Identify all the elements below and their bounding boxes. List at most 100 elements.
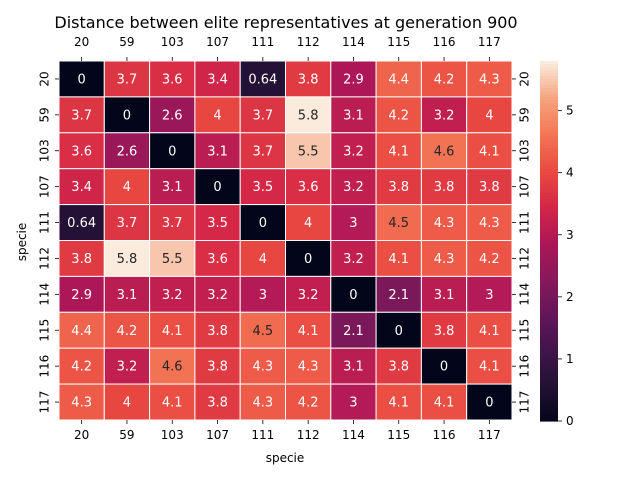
colorbar-gradient-step [540,169,558,173]
y-tick-label-right: 117 [518,391,532,414]
colorbar-gradient-step [540,334,558,338]
colorbar-tick-label: 1 [566,352,574,366]
cell-value-label: 4.1 [479,360,500,375]
cell-value-label: 4.2 [434,72,455,87]
colorbar-gradient-step [540,163,558,167]
x-tick-label-bottom: 107 [206,428,229,442]
heatmap-cell [420,383,468,421]
cell-value-label: 3 [259,288,267,303]
colorbar-gradient-step [540,127,558,131]
colorbar-gradient-step [540,271,558,275]
colorbar-gradient-step [540,400,558,404]
heatmap-cell [194,275,241,313]
colorbar-gradient-step [540,124,558,128]
cell-value-label: 3.1 [162,180,183,195]
x-tick-label-top: 107 [206,35,229,49]
y-tick-label-right: 20 [518,71,532,86]
cell-value-label: 0 [440,360,448,375]
colorbar-gradient-step [540,247,558,251]
heatmap-cell [420,275,468,313]
heatmap-cell [375,311,422,349]
colorbar-gradient-step [540,325,558,329]
y-tick-label-left: 111 [38,211,52,234]
cell-value-label: 0 [168,144,176,159]
colorbar-gradient-step [540,178,558,182]
heatmap-cell [58,275,105,313]
colorbar-gradient-step [540,79,558,83]
x-tick-label-bottom: 112 [297,428,320,442]
colorbar-gradient-step [540,265,558,269]
cell-value-label: 3.1 [434,288,455,303]
colorbar-gradient-step [540,196,558,200]
cell-value-label: 3 [485,288,493,303]
heatmap-cell [330,311,377,349]
heatmap-cell [194,240,241,277]
heatmap-cell [420,240,468,277]
y-tick-label-right: 103 [518,139,532,162]
colorbar-gradient-step [540,97,558,101]
cell-value-label: 4 [304,216,312,231]
cell-value-label: 4 [123,396,131,411]
heatmap-cell [375,204,422,242]
x-tick-label-bottom: 20 [74,428,89,442]
heatmap-cells [58,60,513,421]
colorbar-gradient-step [540,295,558,299]
colorbar-gradient-step [540,349,558,353]
y-tick-label-right: 114 [518,283,532,306]
x-tick-label-bottom: 114 [342,428,365,442]
colorbar-gradient-step [540,415,558,419]
cell-value-label: 4.3 [434,252,455,267]
cell-value-label: 3.6 [71,144,92,159]
colorbar-gradient-step [540,277,558,281]
cell-value-label: 3.6 [207,252,228,267]
x-tick-label-bottom: 103 [161,428,184,442]
cell-value-label: 0 [213,180,221,195]
colorbar-gradient-step [540,373,558,377]
colorbar-gradient-step [540,187,558,191]
cell-value-label: 5.8 [298,108,319,123]
colorbar-gradient-step [540,118,558,122]
colorbar-gradient-step [540,292,558,296]
colorbar-gradient-step [540,331,558,335]
x-tick-label-top: 20 [74,35,89,49]
cell-value-label: 5.5 [162,252,183,267]
heatmap-cell [330,275,377,313]
cell-value-label: 4.6 [162,360,183,375]
cell-value-label: 4.1 [162,324,183,339]
cell-value-label: 4 [213,108,221,123]
colorbar-gradient-step [540,253,558,257]
cell-value-label: 3.8 [207,396,228,411]
colorbar-gradient-step [540,91,558,95]
cell-value-label: 3.2 [162,288,183,303]
colorbar-gradient-step [540,61,558,65]
colorbar-gradient-step [540,343,558,347]
cell-value-label: 4.1 [388,144,409,159]
colorbar-gradient-step [540,136,558,140]
heatmap-cell [239,204,286,242]
colorbar-gradient-step [540,304,558,308]
cell-value-label: 2.6 [162,108,183,123]
y-tick-label-left: 117 [38,391,52,414]
cell-value-label: 4.3 [253,360,274,375]
cell-value-label: 3.7 [253,144,274,159]
cell-value-label: 3.8 [207,324,228,339]
cell-value-label: 4.3 [479,72,500,87]
colorbar-gradient-step [540,130,558,134]
heatmap-cell [194,96,241,134]
colorbar-gradient-step [540,199,558,203]
cell-value-label: 4.1 [434,396,455,411]
y-tick-label-left: 59 [38,107,52,122]
colorbar-gradient-step [540,148,558,152]
colorbar-gradient-step [540,244,558,248]
colorbar-gradient-step [540,235,558,239]
cell-value-label: 3 [349,216,357,231]
cell-value-label: 4.4 [388,72,409,87]
cell-value-label: 3.8 [434,180,455,195]
colorbar-gradient-step [540,64,558,68]
y-tick-label-left: 112 [38,247,52,270]
heatmap-cell [330,168,377,206]
colorbar-gradient-step [540,370,558,374]
cell-value-label: 3.7 [117,72,138,87]
cell-value-label: 0 [304,252,312,267]
